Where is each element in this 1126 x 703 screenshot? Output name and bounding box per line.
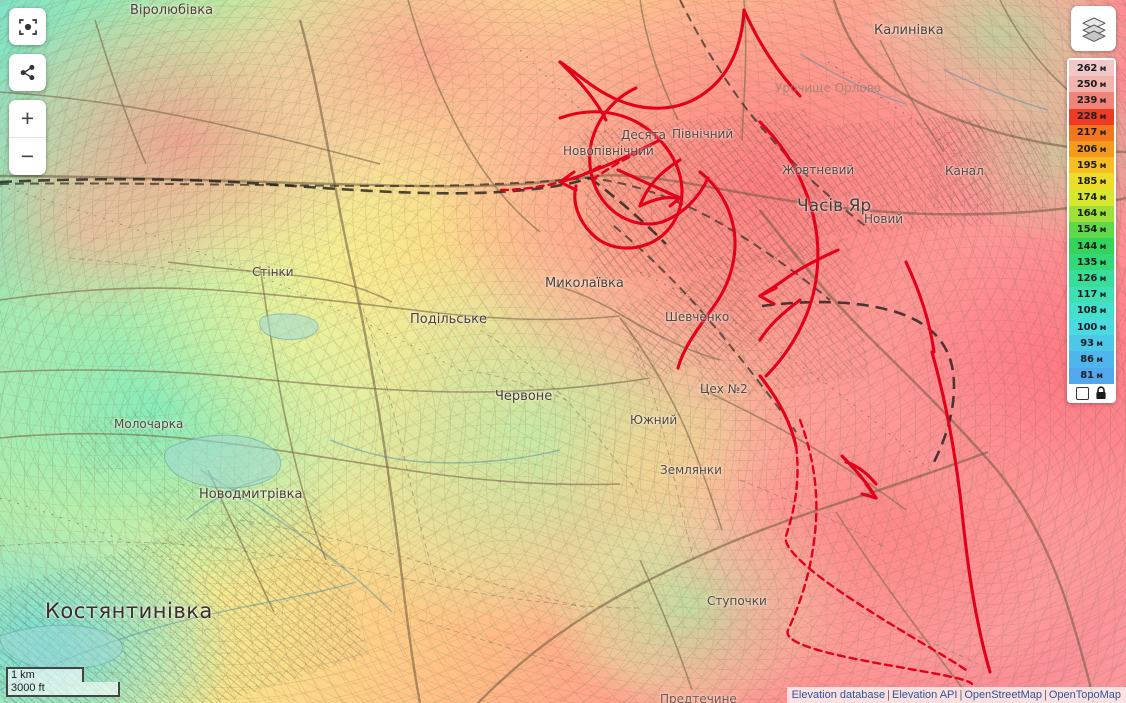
- legend-stop: 228 м: [1069, 108, 1114, 125]
- legend-stop-label: 195 м: [1076, 159, 1107, 171]
- layers-button[interactable]: [1071, 6, 1116, 51]
- administrative-boundary: [0, 176, 956, 463]
- legend-stop-label: 228 м: [1076, 111, 1107, 123]
- legend-stop-label: 144 м: [1076, 240, 1107, 252]
- map-controls-left: + −: [9, 8, 46, 175]
- legend-stop-label: 164 м: [1076, 208, 1107, 220]
- legend-stop-label: 250 м: [1076, 78, 1107, 90]
- legend-unit: м: [1097, 225, 1107, 235]
- legend-stop: 135 м: [1069, 254, 1114, 271]
- lock-icon[interactable]: [1095, 386, 1107, 400]
- legend-stop-label: 135 м: [1076, 256, 1107, 268]
- power-lines: [0, 49, 983, 565]
- elevation-legend[interactable]: 262 м 250 м 239 м 228 м 217 м 206 м 195 м 185 м…: [1067, 58, 1116, 403]
- attribution-bar: Elevation database | Elevation API | OpenStr…: [786, 687, 1126, 703]
- legend-stop-label: 239 м: [1076, 94, 1107, 106]
- legend-unit: м: [1097, 144, 1107, 154]
- zoom-in-button[interactable]: +: [9, 100, 46, 138]
- attribution-separator: |: [1043, 689, 1047, 701]
- legend-stop: 195 м: [1069, 157, 1114, 174]
- attribution-separator: |: [959, 689, 963, 701]
- legend-stop: 239 м: [1069, 92, 1114, 109]
- legend-stop-label: 217 м: [1076, 127, 1107, 139]
- legend-stop-label: 174 м: [1076, 192, 1107, 204]
- legend-stop-label: 126 м: [1076, 273, 1107, 285]
- zoom-out-button[interactable]: −: [20, 143, 35, 169]
- legend-checkbox[interactable]: [1076, 386, 1089, 400]
- scale-metric: 1 km: [6, 667, 84, 682]
- legend-stop: 117 м: [1069, 286, 1114, 303]
- attribution-link[interactable]: OpenTopoMap: [1048, 689, 1121, 701]
- legend-unit: м: [1097, 160, 1107, 170]
- zoom-control-group: + −: [9, 100, 46, 175]
- legend-unit: м: [1097, 128, 1107, 138]
- legend-stop: 86 м: [1069, 351, 1114, 368]
- legend-unit: м: [1097, 209, 1107, 219]
- elevation-legend-footer: [1069, 383, 1114, 403]
- legend-stop: 206 м: [1069, 140, 1114, 158]
- legend-stop: 93 м: [1069, 335, 1114, 352]
- share-icon: [20, 64, 35, 81]
- legend-unit: м: [1097, 176, 1107, 186]
- legend-stop: 100 м: [1069, 319, 1114, 336]
- legend-unit: м: [1093, 338, 1103, 348]
- locate-button[interactable]: [9, 8, 46, 45]
- legend-stop-label: 81 м: [1080, 370, 1103, 382]
- scale-imperial: 3000 ft: [6, 682, 120, 697]
- legend-stop: 164 м: [1069, 205, 1114, 222]
- railway: [0, 0, 869, 433]
- legend-stop-label: 185 м: [1076, 175, 1107, 187]
- layers-stack-icon: [1082, 17, 1105, 42]
- attribution-link[interactable]: Elevation database: [791, 689, 886, 701]
- legend-unit: м: [1097, 112, 1107, 122]
- legend-stop-label: 262 м: [1076, 62, 1107, 74]
- legend-unit: м: [1097, 274, 1107, 284]
- legend-stop: 81 м: [1069, 367, 1114, 384]
- legend-stop: 144 м: [1069, 238, 1114, 255]
- legend-stop: 262 м: [1069, 60, 1114, 77]
- legend-stop-label: 100 м: [1076, 321, 1107, 333]
- legend-unit: м: [1097, 322, 1107, 332]
- legend-unit: м: [1097, 79, 1107, 89]
- legend-unit: м: [1093, 371, 1103, 381]
- legend-unit: м: [1097, 63, 1107, 73]
- legend-stop: 126 м: [1069, 270, 1114, 287]
- share-button[interactable]: [9, 54, 46, 91]
- legend-unit: м: [1097, 306, 1107, 316]
- legend-unit: м: [1097, 193, 1107, 203]
- legend-unit: м: [1097, 241, 1107, 251]
- legend-stop-label: 154 м: [1076, 224, 1107, 236]
- track-network: [0, 251, 979, 667]
- legend-stop-label: 117 м: [1076, 289, 1107, 301]
- legend-unit: м: [1093, 354, 1103, 364]
- legend-unit: м: [1097, 257, 1107, 267]
- legend-unit: м: [1097, 290, 1107, 300]
- legend-stop: 108 м: [1069, 302, 1114, 319]
- attribution-separator: |: [887, 689, 891, 701]
- hydrography: [0, 53, 1049, 691]
- legend-stop-label: 86 м: [1080, 353, 1103, 365]
- legend-stop: 250 м: [1069, 76, 1114, 93]
- attribution-link[interactable]: OpenStreetMap: [964, 689, 1042, 701]
- legend-stop-label: 108 м: [1076, 305, 1107, 317]
- legend-stop: 174 м: [1069, 189, 1114, 206]
- scale-bar: 1 km 3000 ft: [6, 667, 120, 697]
- legend-unit: м: [1097, 95, 1107, 105]
- attribution-link[interactable]: Elevation API: [892, 689, 958, 701]
- legend-stop: 217 м: [1069, 124, 1114, 141]
- locate-crosshair-icon: [18, 18, 37, 35]
- legend-stop-label: 93 м: [1080, 337, 1103, 349]
- legend-stop: 154 м: [1069, 221, 1114, 239]
- elevation-legend-scale: 262 м 250 м 239 м 228 м 217 м 206 м 195 м 185 м…: [1069, 60, 1114, 384]
- front-line-annotation: [496, 8, 992, 686]
- legend-stop: 185 м: [1069, 173, 1114, 190]
- legend-stop-label: 206 м: [1076, 143, 1107, 155]
